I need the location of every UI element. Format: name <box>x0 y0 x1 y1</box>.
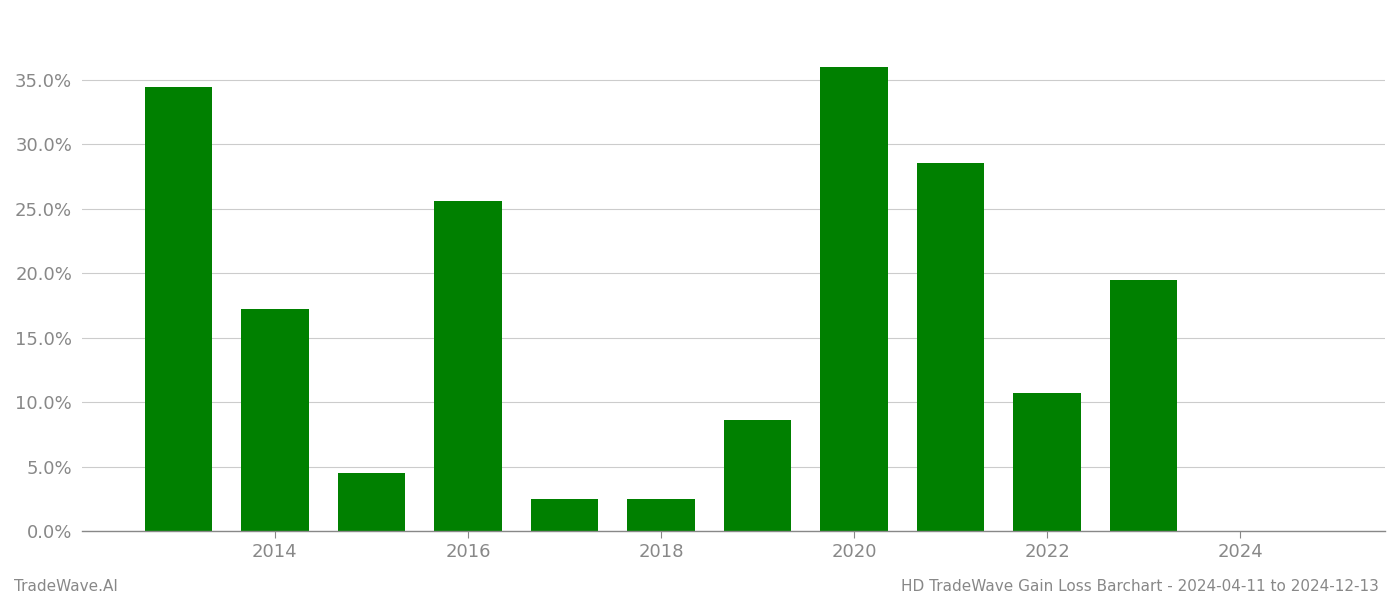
Bar <box>1014 393 1081 531</box>
Bar <box>820 67 888 531</box>
Bar <box>337 473 405 531</box>
Bar <box>917 163 984 531</box>
Text: TradeWave.AI: TradeWave.AI <box>14 579 118 594</box>
Text: HD TradeWave Gain Loss Barchart - 2024-04-11 to 2024-12-13: HD TradeWave Gain Loss Barchart - 2024-0… <box>902 579 1379 594</box>
Bar <box>241 309 308 531</box>
Bar <box>531 499 598 531</box>
Bar <box>724 420 791 531</box>
Bar <box>1110 280 1177 531</box>
Bar <box>144 87 213 531</box>
Bar <box>627 499 694 531</box>
Bar <box>434 201 501 531</box>
